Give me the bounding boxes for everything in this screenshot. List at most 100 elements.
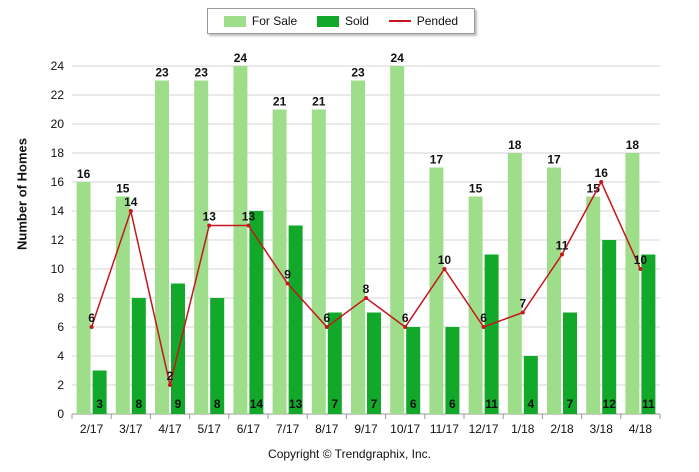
point-pended xyxy=(520,310,525,315)
legend-swatch-pended xyxy=(388,20,411,22)
data-label-for-sale: 15 xyxy=(116,182,130,196)
data-label-sold: 4 xyxy=(527,397,534,411)
bar-for-sale xyxy=(507,153,522,414)
data-label-for-sale: 23 xyxy=(155,66,169,80)
bar-for-sale xyxy=(155,80,169,414)
x-tick-label: 11/17 xyxy=(430,422,459,436)
data-label-pended: 10 xyxy=(438,253,452,267)
data-label-for-sale: 21 xyxy=(312,95,326,109)
data-label-pended: 14 xyxy=(124,195,138,209)
bar-sold xyxy=(171,283,185,414)
y-tick-label: 18 xyxy=(51,146,65,160)
data-label-for-sale: 18 xyxy=(508,138,522,152)
data-label-pended: 13 xyxy=(242,210,256,224)
data-label-pended: 6 xyxy=(402,311,409,325)
data-label-sold: 13 xyxy=(289,397,303,411)
y-tick-label: 24 xyxy=(51,59,65,73)
bar-for-sale xyxy=(625,153,640,414)
point-pended xyxy=(481,325,486,329)
data-label-pended: 10 xyxy=(634,253,648,267)
x-tick-label: 2/18 xyxy=(550,422,574,436)
point-pended xyxy=(89,325,94,329)
point-pended xyxy=(324,325,329,329)
bar-for-sale xyxy=(429,167,444,414)
legend-label-sold: Sold xyxy=(344,14,369,28)
y-tick-label: 20 xyxy=(51,117,65,131)
x-tick-label: 9/17 xyxy=(354,422,378,436)
x-tick-label: 1/18 xyxy=(511,422,535,436)
point-pended xyxy=(207,223,212,228)
bar-sold xyxy=(327,312,342,414)
point-pended xyxy=(364,296,368,300)
bar-for-sale xyxy=(194,80,209,414)
data-label-for-sale: 23 xyxy=(195,66,209,80)
data-label-sold: 14 xyxy=(250,397,264,411)
bar-sold xyxy=(484,254,499,414)
x-tick-label: 12/17 xyxy=(469,422,499,436)
point-pended xyxy=(638,267,643,271)
data-label-sold: 6 xyxy=(410,397,417,411)
data-label-sold: 11 xyxy=(642,397,655,411)
bar-for-sale xyxy=(233,66,248,414)
bar-sold xyxy=(288,225,303,414)
data-label-for-sale: 23 xyxy=(351,66,365,80)
bar-sold xyxy=(249,211,264,414)
copyright-text: Copyright © Trendgraphix, Inc. xyxy=(268,447,431,461)
data-label-for-sale: 16 xyxy=(77,167,91,181)
data-label-pended: 2 xyxy=(167,369,174,383)
bar-for-sale xyxy=(351,80,365,414)
y-tick-label: 8 xyxy=(57,291,64,305)
point-pended xyxy=(246,223,251,228)
y-tick-label: 10 xyxy=(51,262,65,276)
data-label-pended: 6 xyxy=(323,311,330,325)
bar-sold xyxy=(131,298,146,414)
y-tick-label: 6 xyxy=(57,320,64,334)
data-label-for-sale: 15 xyxy=(587,182,601,196)
y-tick-label: 22 xyxy=(51,88,65,102)
data-label-pended: 11 xyxy=(556,239,569,253)
bar-sold xyxy=(210,298,225,414)
x-tick-label: 3/18 xyxy=(590,422,614,436)
bar-sold xyxy=(641,254,656,414)
bar-for-sale xyxy=(115,196,130,414)
legend-swatch-sold xyxy=(316,15,339,27)
data-label-pended: 13 xyxy=(203,210,217,224)
legend-label-pended: Pended xyxy=(416,14,459,28)
y-tick-label: 16 xyxy=(51,175,65,189)
chart-legend: For Sale Sold Pended xyxy=(207,8,475,34)
data-label-pended: 9 xyxy=(284,268,291,282)
legend-item-for-sale: For Sale xyxy=(223,14,298,28)
point-pended xyxy=(285,281,290,286)
x-tick-label: 8/17 xyxy=(315,422,339,436)
point-pended xyxy=(403,325,408,329)
data-label-sold: 3 xyxy=(96,397,103,411)
bar-sold xyxy=(367,312,381,414)
y-tick-label: 14 xyxy=(51,204,65,218)
point-pended xyxy=(442,267,447,271)
bar-for-sale xyxy=(390,66,405,414)
data-label-sold: 8 xyxy=(214,397,221,411)
legend-item-pended: Pended xyxy=(388,14,459,28)
x-tick-label: 10/17 xyxy=(390,422,420,436)
data-label-for-sale: 24 xyxy=(391,51,405,65)
x-tick-label: 7/17 xyxy=(276,422,300,436)
bar-for-sale xyxy=(76,182,91,414)
bar-sold xyxy=(406,327,421,414)
data-label-sold: 6 xyxy=(449,397,456,411)
legend-label-for-sale: For Sale xyxy=(251,14,298,28)
data-label-pended: 6 xyxy=(88,311,95,325)
x-tick-label: 5/17 xyxy=(198,422,222,436)
bar-sold xyxy=(563,312,577,414)
bar-sold xyxy=(523,356,538,414)
y-tick-label: 12 xyxy=(51,233,65,247)
bar-for-sale xyxy=(311,109,326,414)
data-label-sold: 12 xyxy=(603,397,617,411)
x-tick-label: 3/17 xyxy=(119,422,143,436)
data-label-for-sale: 15 xyxy=(469,182,483,196)
data-label-sold: 8 xyxy=(135,397,142,411)
legend-swatch-for-sale xyxy=(223,15,246,27)
y-tick-label: 0 xyxy=(57,407,64,421)
x-tick-label: 2/17 xyxy=(80,422,104,436)
data-label-for-sale: 24 xyxy=(234,51,248,65)
bar-for-sale xyxy=(586,196,601,414)
